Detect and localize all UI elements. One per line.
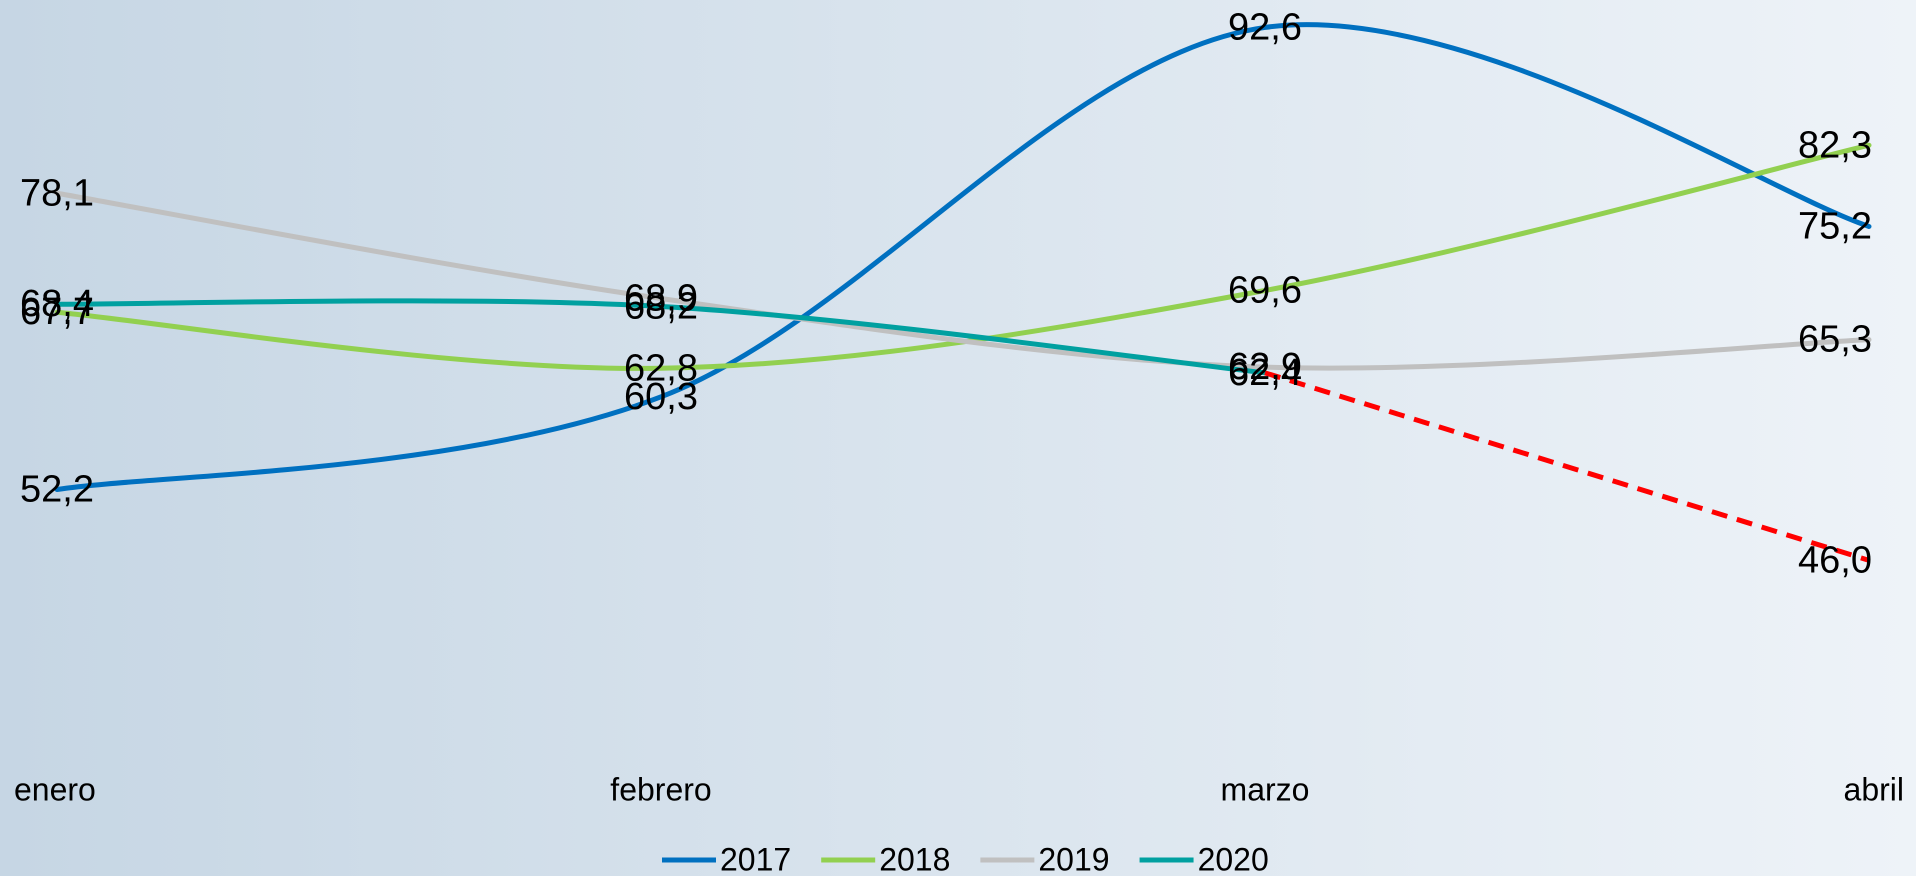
data-label: 65,3 bbox=[1798, 319, 1872, 361]
x-tick-label: enero bbox=[14, 771, 96, 807]
legend-label: 2018 bbox=[879, 841, 950, 876]
data-label: 62,4 bbox=[1228, 352, 1302, 394]
data-label: 68,4 bbox=[20, 283, 94, 325]
data-label: 62,9 bbox=[1228, 346, 1302, 388]
x-tick-label: febrero bbox=[610, 771, 711, 807]
data-label: 68,9 bbox=[624, 278, 698, 320]
data-label: 78,1 bbox=[20, 172, 94, 214]
data-label: 67,7 bbox=[20, 291, 94, 333]
data-label: 92,6 bbox=[1228, 6, 1302, 48]
data-label: 69,6 bbox=[1228, 270, 1302, 312]
legend-label: 2017 bbox=[720, 841, 791, 876]
x-tick-label: abril bbox=[1844, 771, 1904, 807]
data-label: 52,2 bbox=[20, 469, 94, 511]
series-line bbox=[54, 190, 1872, 371]
x-tick-label: marzo bbox=[1221, 771, 1310, 807]
data-label: 46,0 bbox=[1798, 539, 1872, 581]
series-line-dashed bbox=[1264, 370, 1870, 563]
data-label: 68,2 bbox=[624, 286, 698, 328]
data-label: 60,3 bbox=[624, 376, 698, 418]
data-label: 75,2 bbox=[1798, 205, 1872, 247]
series-line bbox=[54, 298, 1268, 376]
data-label: 82,3 bbox=[1798, 124, 1872, 166]
series-line bbox=[54, 22, 1872, 492]
data-label: 62,8 bbox=[624, 347, 698, 389]
legend-label: 2019 bbox=[1038, 841, 1109, 876]
legend-label: 2020 bbox=[1198, 841, 1269, 876]
